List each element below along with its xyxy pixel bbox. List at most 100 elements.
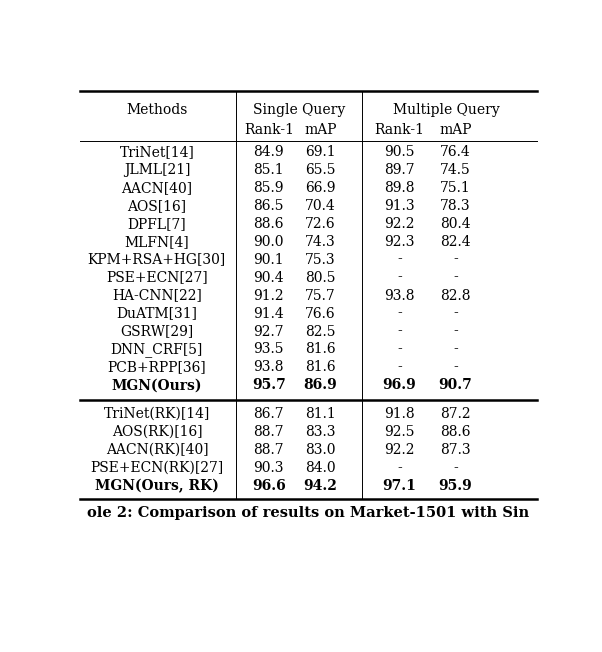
- Text: AOS(RK)[16]: AOS(RK)[16]: [111, 425, 202, 439]
- Text: PSE+ECN(RK)[27]: PSE+ECN(RK)[27]: [90, 461, 223, 475]
- Text: -: -: [453, 325, 458, 338]
- Text: PCB+RPP[36]: PCB+RPP[36]: [108, 361, 206, 374]
- Text: 90.0: 90.0: [253, 235, 284, 248]
- Text: -: -: [397, 252, 402, 267]
- Text: -: -: [453, 461, 458, 475]
- Text: -: -: [397, 342, 402, 357]
- Text: 88.6: 88.6: [253, 216, 284, 231]
- Text: -: -: [453, 342, 458, 357]
- Text: -: -: [453, 271, 458, 284]
- Text: 88.6: 88.6: [440, 425, 471, 439]
- Text: 92.2: 92.2: [384, 443, 415, 457]
- Text: 81.6: 81.6: [305, 361, 335, 374]
- Text: 89.8: 89.8: [384, 181, 415, 195]
- Text: 91.2: 91.2: [253, 289, 284, 303]
- Text: 75.3: 75.3: [305, 252, 335, 267]
- Text: MLFN[4]: MLFN[4]: [125, 235, 189, 248]
- Text: 85.1: 85.1: [253, 163, 284, 177]
- Text: 81.6: 81.6: [305, 342, 335, 357]
- Text: 90.5: 90.5: [384, 145, 415, 159]
- Text: Rank-1: Rank-1: [244, 123, 294, 137]
- Text: 90.7: 90.7: [439, 378, 473, 393]
- Text: 86.5: 86.5: [253, 199, 284, 213]
- Text: 72.6: 72.6: [305, 216, 335, 231]
- Text: 69.1: 69.1: [305, 145, 335, 159]
- Text: -: -: [397, 361, 402, 374]
- Text: 82.4: 82.4: [440, 235, 471, 248]
- Text: 86.7: 86.7: [253, 407, 284, 421]
- Text: 94.2: 94.2: [303, 479, 337, 493]
- Text: mAP: mAP: [304, 123, 337, 137]
- Text: 93.5: 93.5: [253, 342, 284, 357]
- Text: KPM+RSA+HG[30]: KPM+RSA+HG[30]: [88, 252, 226, 267]
- Text: DNN_CRF[5]: DNN_CRF[5]: [111, 342, 203, 357]
- Text: 83.0: 83.0: [305, 443, 335, 457]
- Text: 75.1: 75.1: [440, 181, 471, 195]
- Text: -: -: [453, 252, 458, 267]
- Text: 78.3: 78.3: [440, 199, 471, 213]
- Text: 82.8: 82.8: [440, 289, 471, 303]
- Text: AACN[40]: AACN[40]: [122, 181, 193, 195]
- Text: 93.8: 93.8: [253, 361, 284, 374]
- Text: Rank-1: Rank-1: [374, 123, 424, 137]
- Text: 96.6: 96.6: [252, 479, 286, 493]
- Text: MGN(Ours, RK): MGN(Ours, RK): [95, 479, 219, 493]
- Text: mAP: mAP: [439, 123, 472, 137]
- Text: -: -: [397, 325, 402, 338]
- Text: TriNet(RK)[14]: TriNet(RK)[14]: [104, 407, 210, 421]
- Text: 75.7: 75.7: [305, 289, 335, 303]
- Text: 81.1: 81.1: [305, 407, 335, 421]
- Text: 92.5: 92.5: [384, 425, 415, 439]
- Text: 93.8: 93.8: [384, 289, 415, 303]
- Text: 87.3: 87.3: [440, 443, 471, 457]
- Text: Methods: Methods: [126, 103, 188, 117]
- Text: 96.9: 96.9: [383, 378, 417, 393]
- Text: 84.9: 84.9: [253, 145, 284, 159]
- Text: 90.1: 90.1: [253, 252, 284, 267]
- Text: 91.4: 91.4: [253, 306, 284, 321]
- Text: GSRW[29]: GSRW[29]: [120, 325, 193, 338]
- Text: 90.3: 90.3: [253, 461, 284, 475]
- Text: -: -: [453, 306, 458, 321]
- Text: Multiple Query: Multiple Query: [393, 103, 500, 117]
- Text: 91.8: 91.8: [384, 407, 415, 421]
- Text: JLML[21]: JLML[21]: [123, 163, 190, 177]
- Text: 90.4: 90.4: [253, 271, 284, 284]
- Text: 88.7: 88.7: [253, 425, 284, 439]
- Text: 70.4: 70.4: [305, 199, 335, 213]
- Text: ole 2: Comparison of results on Market-1501 with Sin: ole 2: Comparison of results on Market-1…: [87, 506, 530, 520]
- Text: 82.5: 82.5: [305, 325, 335, 338]
- Text: 84.0: 84.0: [305, 461, 335, 475]
- Text: 80.4: 80.4: [440, 216, 471, 231]
- Text: -: -: [397, 306, 402, 321]
- Text: 92.2: 92.2: [384, 216, 415, 231]
- Text: MGN(Ours): MGN(Ours): [111, 378, 202, 393]
- Text: 95.9: 95.9: [439, 479, 473, 493]
- Text: 92.3: 92.3: [384, 235, 415, 248]
- Text: 66.9: 66.9: [305, 181, 335, 195]
- Text: 89.7: 89.7: [384, 163, 415, 177]
- Text: PSE+ECN[27]: PSE+ECN[27]: [106, 271, 208, 284]
- Text: -: -: [453, 361, 458, 374]
- Text: AACN(RK)[40]: AACN(RK)[40]: [105, 443, 208, 457]
- Text: 95.7: 95.7: [252, 378, 286, 393]
- Text: AOS[16]: AOS[16]: [128, 199, 187, 213]
- Text: 87.2: 87.2: [440, 407, 471, 421]
- Text: 91.3: 91.3: [384, 199, 415, 213]
- Text: 65.5: 65.5: [305, 163, 335, 177]
- Text: 83.3: 83.3: [305, 425, 335, 439]
- Text: 85.9: 85.9: [253, 181, 284, 195]
- Text: DuATM[31]: DuATM[31]: [116, 306, 197, 321]
- Text: TriNet[14]: TriNet[14]: [119, 145, 194, 159]
- Text: 76.4: 76.4: [440, 145, 471, 159]
- Text: -: -: [397, 271, 402, 284]
- Text: 92.7: 92.7: [253, 325, 284, 338]
- Text: 86.9: 86.9: [303, 378, 337, 393]
- Text: 97.1: 97.1: [382, 479, 417, 493]
- Text: -: -: [397, 461, 402, 475]
- Text: 88.7: 88.7: [253, 443, 284, 457]
- Text: 80.5: 80.5: [305, 271, 335, 284]
- Text: 74.5: 74.5: [440, 163, 471, 177]
- Text: Single Query: Single Query: [253, 103, 346, 117]
- Text: HA-CNN[22]: HA-CNN[22]: [112, 289, 202, 303]
